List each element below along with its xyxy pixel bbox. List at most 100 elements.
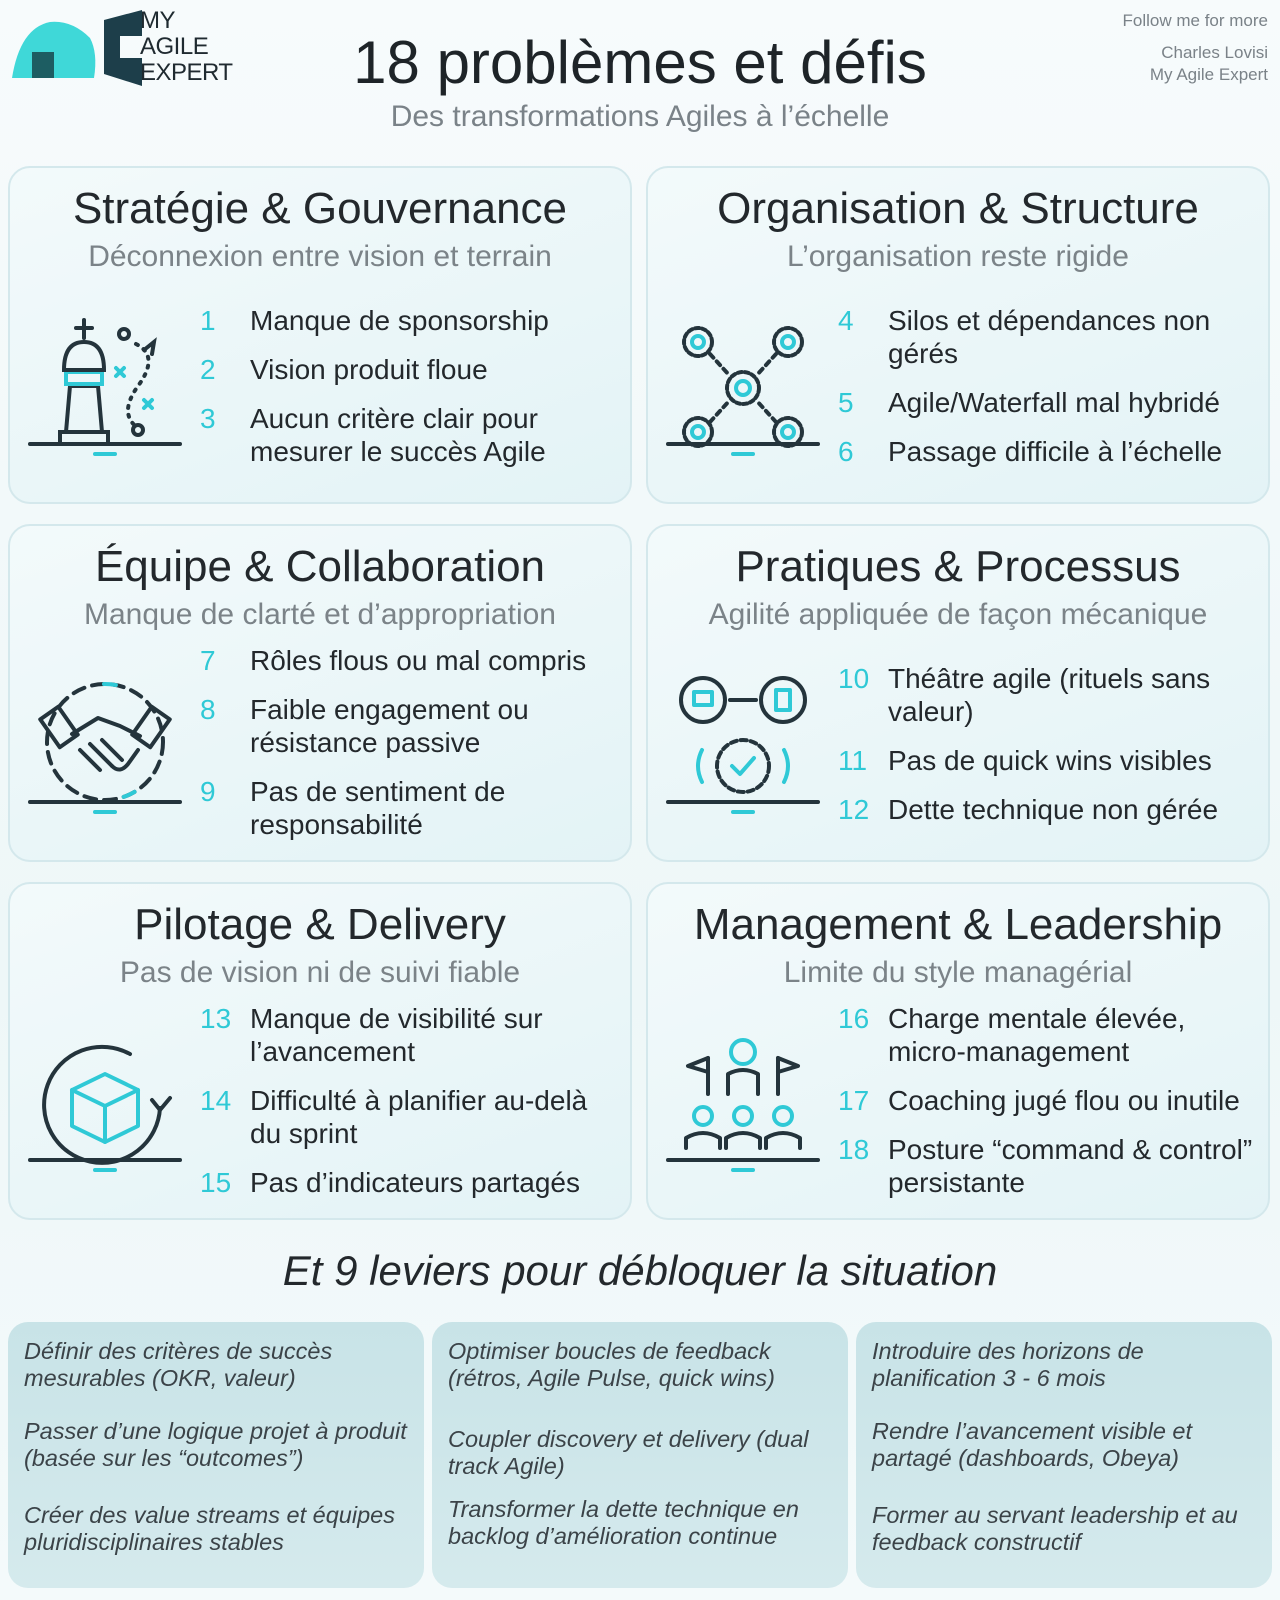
process-gear-icon — [666, 676, 820, 814]
problem-list: 4 Silos et dépendances non gérés 5 Agile… — [838, 304, 1258, 484]
problem-number: 8 — [200, 694, 216, 725]
card-organisation-structure: Organisation & Structure L’organisation … — [646, 166, 1270, 504]
problem-text: Difficulté à planifier au-delà du sprint — [250, 1085, 588, 1149]
card-title: Management & Leadership — [693, 900, 1223, 949]
card-subtitle: L’organisation reste rigide — [787, 240, 1129, 273]
problem-text: Silos et dépendances non gérés — [888, 305, 1211, 369]
problem-number: 11 — [838, 745, 868, 776]
logo-line-3: EXPERT — [140, 59, 233, 86]
problem-text: Passage difficile à l’échelle — [888, 436, 1223, 467]
problem-text: Faible engagement ou résistance passive — [250, 694, 529, 758]
card-subtitle: Agilité appliquée de façon mécanique — [708, 598, 1208, 631]
problem-text: Dette technique non gérée — [888, 794, 1219, 825]
problem-list: 16 Charge mentale élevée, micro-manageme… — [838, 1002, 1258, 1215]
card-subtitle: Déconnexion entre vision et terrain — [88, 240, 552, 273]
network-gears-icon — [666, 326, 820, 456]
problem-item: 1 Manque de sponsorship — [200, 304, 620, 337]
problem-number: 17 — [838, 1085, 870, 1116]
problem-list: 10 Théâtre agile (rituels sans valeur) 1… — [838, 662, 1258, 842]
card-equipe-collaboration: Équipe & Collaboration Manque de clarté … — [8, 524, 632, 862]
problem-item: 8 Faible engagement ou résistance passiv… — [200, 693, 620, 759]
problem-item: 10 Théâtre agile (rituels sans valeur) — [838, 662, 1258, 728]
problem-item: 13 Manque de visibilité sur l’avancement — [200, 1002, 620, 1068]
card-subtitle: Manque de clarté et d’appropriation — [84, 598, 556, 631]
problem-text: Manque de sponsorship — [250, 305, 549, 336]
problem-text: Aucun critère clair pour mesurer le succ… — [250, 403, 546, 467]
problem-item: 12 Dette technique non gérée — [838, 793, 1258, 826]
card-subtitle: Limite du style managérial — [783, 956, 1133, 989]
card-pilotage-delivery: Pilotage & Delivery Pas de vision ni de … — [8, 882, 632, 1220]
problem-text: Posture “command & control” persistante — [888, 1134, 1253, 1198]
card-subtitle: Pas de vision ni de suivi fiable — [119, 956, 521, 989]
problem-text: Vision produit floue — [250, 354, 488, 385]
card-pratiques-processus: Pratiques & Processus Agilité appliquée … — [646, 524, 1270, 862]
lever-item: Créer des value streams et équipes pluri… — [24, 1502, 395, 1555]
handshake-icon — [28, 682, 182, 814]
lever-item: Optimiser boucles de feedback (rétros, A… — [448, 1338, 775, 1391]
follow-text: Follow me for more — [1122, 11, 1268, 30]
problem-list: 13 Manque de visibilité sur l’avancement… — [200, 1002, 620, 1215]
problem-item: 4 Silos et dépendances non gérés — [838, 304, 1258, 370]
delivery-box-cycle-icon — [28, 1044, 182, 1172]
problem-list: 7 Rôles flous ou mal compris 8 Faible en… — [200, 644, 620, 857]
chess-king-icon — [28, 318, 182, 456]
problem-item: 5 Agile/Waterfall mal hybridé — [838, 386, 1258, 419]
logo-line-2: AGILE — [140, 33, 209, 60]
problem-text: Coaching jugé flou ou inutile — [888, 1085, 1240, 1116]
logo-line-1: MY — [140, 7, 175, 34]
problem-number: 10 — [838, 663, 870, 694]
problem-number: 5 — [838, 387, 854, 418]
problem-item: 2 Vision produit floue — [200, 353, 620, 386]
problem-number: 2 — [200, 354, 216, 385]
problem-item: 16 Charge mentale élevée, micro-manageme… — [838, 1002, 1258, 1068]
problem-number: 7 — [200, 645, 216, 676]
lever-item: Définir des critères de succès mesurable… — [24, 1338, 333, 1391]
page-subtitle: Des transformations Agiles à l’échelle — [390, 100, 890, 133]
problem-item: 14 Difficulté à planifier au-delà du spr… — [200, 1084, 620, 1150]
levers-column-2: Optimiser boucles de feedback (rétros, A… — [432, 1322, 848, 1588]
lever-item: Introduire des horizons de planification… — [872, 1338, 1144, 1391]
problem-item: 3 Aucun critère clair pour mesurer le su… — [200, 402, 620, 468]
lever-item: Former au servant leadership et au feedb… — [872, 1502, 1238, 1555]
problem-text: Charge mentale élevée, micro-management — [888, 1003, 1186, 1067]
problem-text: Pas d’indicateurs partagés — [250, 1167, 580, 1198]
card-title: Équipe & Collaboration — [94, 542, 546, 591]
problem-number: 12 — [838, 794, 870, 825]
problem-text: Théâtre agile (rituels sans valeur) — [888, 663, 1211, 727]
problem-item: 9 Pas de sentiment de responsabilité — [200, 775, 620, 841]
problem-number: 14 — [200, 1085, 232, 1116]
my-agile-expert-logo — [12, 10, 142, 86]
levers-heading: Et 9 leviers pour débloquer la situation — [282, 1247, 998, 1294]
card-strategie-gouvernance: Stratégie & Gouvernance Déconnexion entr… — [8, 166, 632, 504]
problem-number: 13 — [200, 1003, 232, 1034]
problem-number: 18 — [838, 1134, 870, 1165]
problem-number: 4 — [838, 305, 854, 336]
problem-item: 11 Pas de quick wins visibles — [838, 744, 1258, 777]
problem-number: 15 — [200, 1167, 232, 1198]
problem-item: 15 Pas d’indicateurs partagés — [200, 1166, 620, 1199]
card-title: Pilotage & Delivery — [134, 900, 506, 949]
problem-item: 17 Coaching jugé flou ou inutile — [838, 1084, 1258, 1117]
lever-item: Rendre l’avancement visible et partagé (… — [872, 1418, 1193, 1471]
card-management-leadership: Management & Leadership Limite du style … — [646, 882, 1270, 1220]
problem-number: 1 — [200, 305, 216, 336]
problem-item: 7 Rôles flous ou mal compris — [200, 644, 620, 677]
author-name: Charles Lovisi — [1161, 43, 1268, 62]
problem-number: 9 — [200, 776, 216, 807]
lever-item: Coupler discovery et delivery (dual trac… — [448, 1426, 809, 1479]
problem-text: Agile/Waterfall mal hybridé — [888, 387, 1220, 418]
levers-column-3: Introduire des horizons de planification… — [856, 1322, 1272, 1588]
problem-text: Pas de sentiment de responsabilité — [250, 776, 506, 840]
problem-item: 18 Posture “command & control” persistan… — [838, 1133, 1258, 1199]
problem-text: Rôles flous ou mal compris — [250, 645, 587, 676]
author-company: My Agile Expert — [1149, 65, 1268, 84]
levers-column-1: Définir des critères de succès mesurable… — [8, 1322, 424, 1588]
problem-list: 1 Manque de sponsorship 2 Vision produit… — [200, 304, 620, 484]
leader-team-icon — [666, 1038, 820, 1172]
logo-wordmark: MY AGILE EXPERT — [140, 8, 233, 86]
problem-item: 6 Passage difficile à l’échelle — [838, 435, 1258, 468]
lever-item: Passer d’une logique projet à produit (b… — [24, 1418, 407, 1471]
problem-number: 3 — [200, 403, 216, 434]
lever-item: Transformer la dette technique en backlo… — [448, 1496, 799, 1549]
page-title: 18 problèmes et défis — [353, 29, 927, 96]
